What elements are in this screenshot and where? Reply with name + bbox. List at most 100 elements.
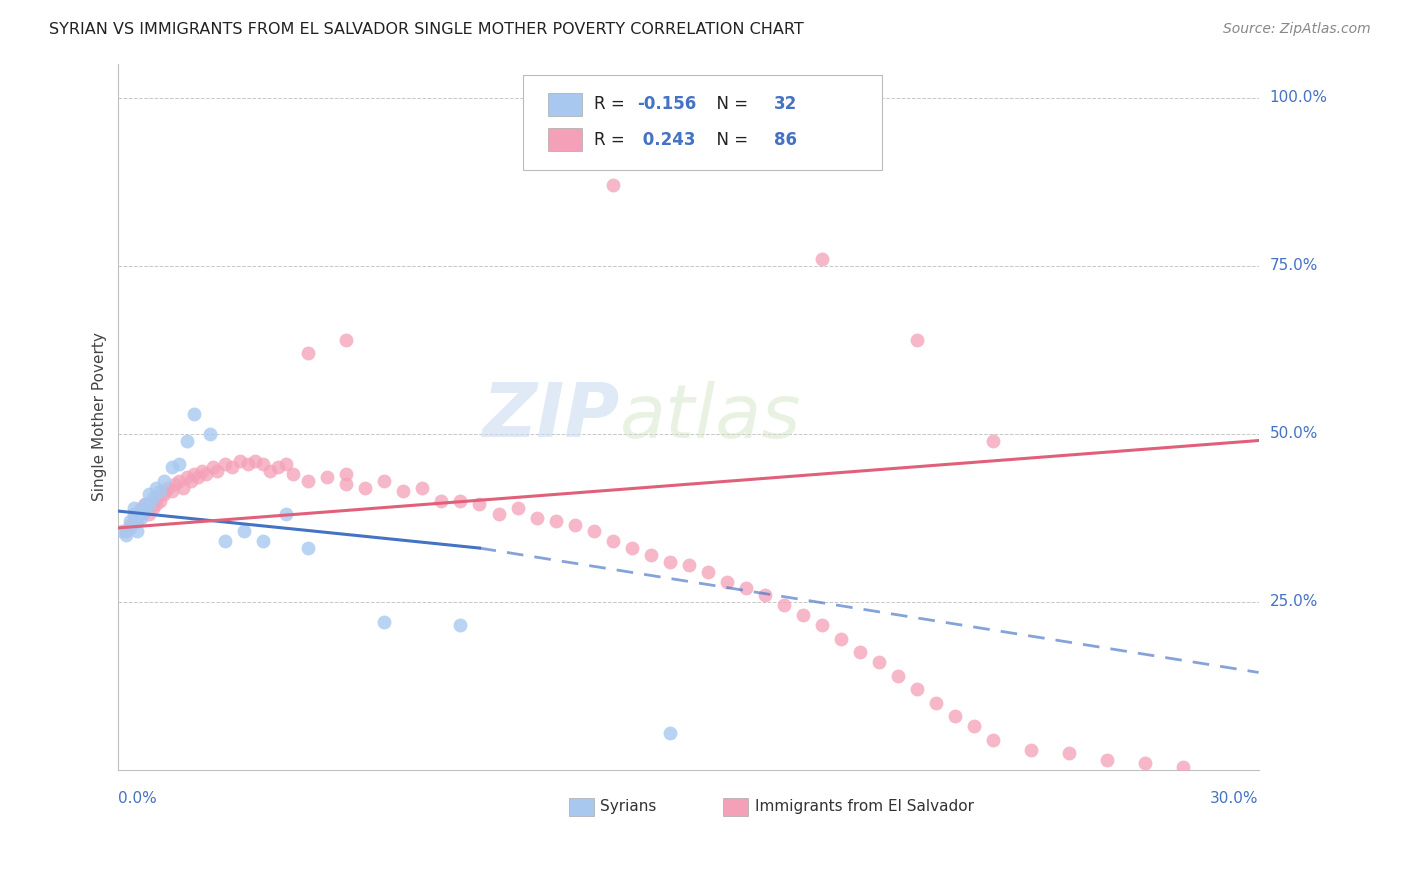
Point — [335, 477, 357, 491]
Text: R =: R = — [593, 130, 630, 149]
Text: N =: N = — [706, 95, 754, 113]
Point — [962, 719, 984, 733]
Point — [335, 467, 357, 482]
Point — [1057, 746, 1080, 760]
Point — [167, 457, 190, 471]
Point — [142, 500, 165, 515]
Point — [176, 434, 198, 448]
Point — [316, 470, 339, 484]
Bar — [548, 128, 582, 151]
Point — [115, 527, 138, 541]
Point — [118, 517, 141, 532]
Point — [868, 656, 890, 670]
Point — [283, 467, 305, 482]
Point — [236, 457, 259, 471]
Point — [259, 464, 281, 478]
Point — [678, 558, 700, 572]
Point — [905, 333, 928, 347]
Point — [1133, 756, 1156, 771]
Text: 100.0%: 100.0% — [1270, 90, 1327, 105]
Point — [127, 514, 149, 528]
Point — [245, 453, 267, 467]
Point — [602, 534, 624, 549]
Text: Syrians: Syrians — [599, 799, 657, 814]
Point — [122, 508, 145, 522]
Text: 75.0%: 75.0% — [1270, 258, 1317, 273]
Point — [526, 511, 548, 525]
Point — [696, 565, 718, 579]
Text: 86: 86 — [775, 130, 797, 149]
Point — [981, 434, 1004, 448]
Point — [138, 487, 160, 501]
Point — [734, 582, 756, 596]
Text: 50.0%: 50.0% — [1270, 426, 1317, 442]
Point — [658, 555, 681, 569]
Point — [187, 470, 209, 484]
Text: SYRIAN VS IMMIGRANTS FROM EL SALVADOR SINGLE MOTHER POVERTY CORRELATION CHART: SYRIAN VS IMMIGRANTS FROM EL SALVADOR SI… — [49, 22, 804, 37]
Text: 30.0%: 30.0% — [1211, 791, 1258, 806]
Point — [582, 524, 605, 539]
Point — [297, 346, 319, 360]
Point — [335, 333, 357, 347]
Point — [202, 460, 225, 475]
Point — [602, 178, 624, 192]
Point — [142, 491, 165, 505]
Point — [792, 608, 814, 623]
Point — [1019, 743, 1042, 757]
Point — [111, 524, 134, 539]
Point — [214, 457, 236, 471]
Point — [194, 467, 217, 482]
Point — [153, 483, 176, 498]
Point — [167, 474, 190, 488]
Point — [411, 481, 433, 495]
Text: 0.243: 0.243 — [637, 130, 696, 149]
Text: atlas: atlas — [620, 381, 801, 453]
Point — [129, 511, 152, 525]
Point — [183, 407, 205, 421]
Text: 0.0%: 0.0% — [118, 791, 157, 806]
Point — [658, 726, 681, 740]
Y-axis label: Single Mother Poverty: Single Mother Poverty — [93, 333, 107, 501]
Point — [468, 497, 491, 511]
Bar — [723, 798, 748, 816]
Point — [450, 494, 472, 508]
Point — [127, 514, 149, 528]
Point — [810, 252, 832, 266]
Point — [232, 524, 254, 539]
Point — [122, 511, 145, 525]
Point — [129, 500, 152, 515]
Point — [274, 457, 297, 471]
Point — [180, 474, 202, 488]
Point — [830, 632, 852, 646]
Point — [716, 574, 738, 589]
Point — [810, 618, 832, 632]
Point — [129, 504, 152, 518]
Point — [198, 426, 221, 441]
Point — [905, 682, 928, 697]
Point — [149, 483, 172, 498]
Point — [153, 487, 176, 501]
Point — [221, 460, 243, 475]
Point — [544, 514, 567, 528]
Point — [564, 517, 586, 532]
Point — [430, 494, 453, 508]
Point — [640, 548, 662, 562]
Point — [981, 732, 1004, 747]
Point — [134, 497, 156, 511]
Text: Immigrants from El Salvador: Immigrants from El Salvador — [755, 799, 974, 814]
Point — [134, 504, 156, 518]
Point — [943, 709, 966, 723]
Point — [274, 508, 297, 522]
Point — [149, 494, 172, 508]
Point — [145, 481, 167, 495]
FancyBboxPatch shape — [523, 75, 883, 170]
Point — [118, 521, 141, 535]
Point — [506, 500, 529, 515]
Point — [145, 497, 167, 511]
Point — [134, 504, 156, 518]
Point — [392, 483, 415, 498]
Point — [754, 588, 776, 602]
Point — [252, 534, 274, 549]
Point — [373, 474, 395, 488]
Text: R =: R = — [593, 95, 630, 113]
